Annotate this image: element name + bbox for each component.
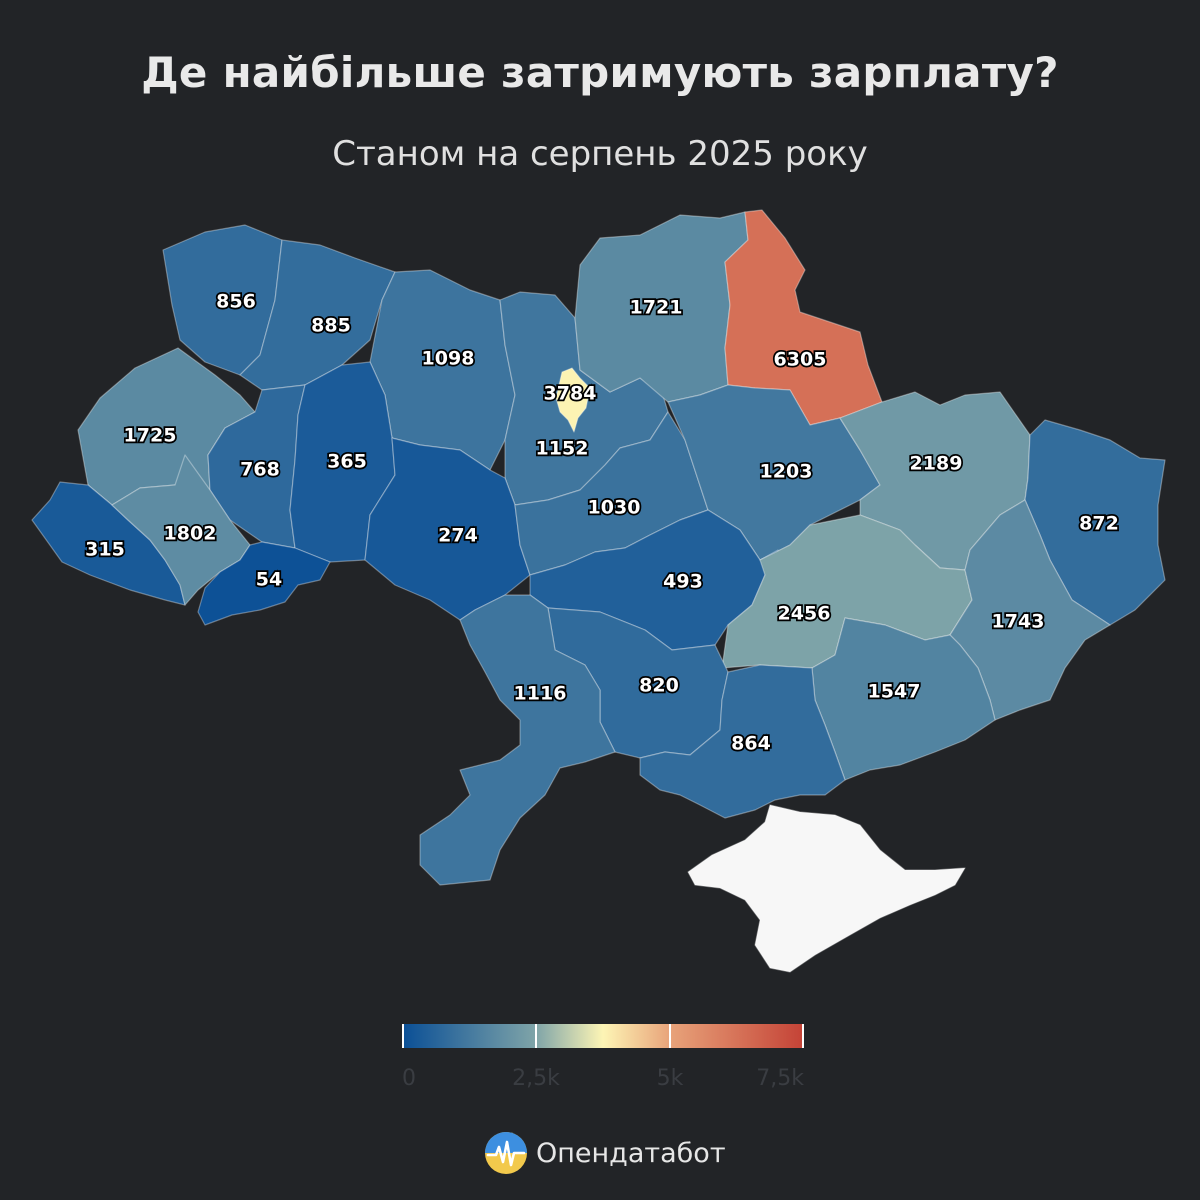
region-chernivtsi[interactable] [197, 541, 331, 626]
region-odesa[interactable] [419, 594, 616, 886]
region-kherson[interactable] [639, 664, 846, 819]
region-crimea[interactable] [687, 804, 966, 973]
legend-tick-labels: 0 2,5k 5k 7,5k [402, 1066, 804, 1096]
region-value-label: 885 [311, 315, 351, 337]
region-value-label: 6305 [774, 349, 827, 371]
map-title: Де найбільше затримують зарплату? [141, 48, 1059, 97]
region-value-label: 1725 [124, 425, 177, 447]
region-value-label: 856 [216, 291, 256, 313]
region-luhansk[interactable] [1024, 419, 1166, 626]
region-labels: 856 885 1098 1152 3784 1721 6305 1725 768 365 274 1… [83, 289, 1120, 757]
region-value-label: 768 [240, 459, 280, 481]
brand-footer: Опендатабот [484, 1130, 726, 1176]
region-kyiv-city[interactable] [555, 367, 591, 433]
region-value-label: 1743 [992, 611, 1045, 633]
color-scale-legend [402, 1024, 804, 1048]
region-value-label: 2456 [778, 603, 831, 625]
opendatabot-logo-icon [485, 1132, 527, 1174]
legend-color-bar [402, 1024, 804, 1048]
region-value-label: 274 [438, 525, 478, 547]
region-value-label: 1152 [536, 438, 589, 460]
brand-name: Опендатабот [536, 1137, 726, 1169]
legend-tick-label: 0 [402, 1066, 416, 1091]
region-value-label: 864 [731, 733, 771, 755]
region-value-label: 872 [1079, 513, 1119, 535]
region-value-label: 315 [85, 539, 125, 561]
region-value-label: 1030 [588, 497, 641, 519]
legend-tick-label: 7,5k [756, 1066, 804, 1091]
region-value-label: 820 [639, 675, 679, 697]
region-value-label: 1721 [630, 297, 683, 319]
region-value-label: 1098 [422, 348, 475, 370]
region-value-label: 3784 [544, 383, 597, 405]
legend-tick-label: 2,5k [512, 1066, 560, 1091]
map-subtitle: Станом на серпень 2025 року [332, 134, 868, 174]
region-value-label: 1116 [514, 683, 567, 705]
region-value-label: 1203 [760, 461, 813, 483]
legend-tick-marks [402, 1024, 804, 1048]
region-value-label: 1547 [868, 681, 921, 703]
region-value-label: 2189 [910, 453, 963, 475]
legend-tick-label: 5k [656, 1066, 684, 1091]
region-value-label: 54 [256, 569, 282, 591]
region-value-label: 365 [327, 451, 367, 473]
region-value-label: 1802 [164, 523, 217, 545]
region-value-label: 493 [663, 571, 703, 593]
